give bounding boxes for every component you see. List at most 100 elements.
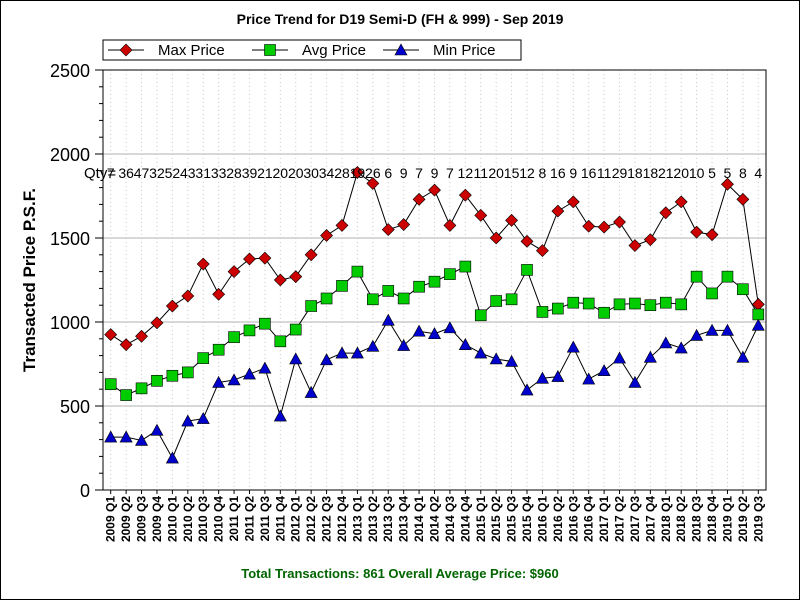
data-point (536, 244, 549, 258)
qty-label: 11 (473, 165, 488, 181)
data-point (366, 176, 380, 190)
x-tick-label: 2013 Q4 (397, 496, 411, 542)
data-point (505, 293, 518, 306)
data-point (182, 366, 194, 379)
data-point (597, 220, 611, 234)
data-point (552, 302, 564, 315)
qty-label: 9 (431, 165, 439, 181)
qty-label: 8 (739, 165, 747, 181)
data-point (566, 340, 580, 353)
qty-label: 33 (211, 165, 227, 181)
data-point (258, 361, 272, 374)
plot-border (102, 69, 767, 491)
data-point (412, 192, 426, 206)
data-point (212, 287, 226, 301)
data-point (520, 383, 534, 396)
data-point (243, 324, 256, 337)
data-point (243, 252, 256, 266)
qty-label: 26 (365, 165, 381, 181)
qty-label: 19 (350, 165, 366, 181)
data-point (659, 296, 672, 309)
data-point (443, 321, 457, 334)
data-point (613, 351, 627, 364)
data-point (104, 328, 118, 342)
chart-title: Price Trend for D19 Semi-D (FH & 999) - … (236, 11, 564, 27)
data-point (273, 273, 287, 287)
x-tick-label: 2011 Q4 (273, 496, 287, 542)
data-point (427, 327, 442, 340)
data-point (273, 409, 287, 422)
data-point (258, 251, 272, 265)
data-point (582, 372, 596, 385)
data-point (305, 300, 317, 312)
data-point (135, 433, 149, 446)
x-tick-label: 2012 Q1 (289, 496, 303, 542)
data-point (489, 352, 503, 365)
data-point (706, 287, 718, 300)
qty-label: 8 (539, 165, 547, 181)
data-point (675, 298, 687, 311)
x-tick-label: 2013 Q2 (366, 496, 380, 542)
qty-label: 20 (673, 165, 689, 181)
data-point (628, 375, 642, 388)
data-point (428, 275, 441, 288)
data-point (690, 225, 704, 239)
data-point (459, 260, 472, 273)
qty-label: 9 (569, 165, 577, 181)
data-point (197, 352, 210, 364)
data-point (659, 206, 673, 220)
y-tick-label: 500 (60, 397, 90, 417)
data-point (736, 350, 750, 363)
x-tick-label: 2016 Q2 (551, 496, 565, 542)
data-point (289, 352, 303, 365)
legend: Max Price Avg Price Min Price (102, 39, 522, 61)
y-tick-label: 2000 (50, 145, 90, 165)
data-point (381, 313, 395, 326)
qty-label: 6 (384, 165, 392, 181)
qty-label: 18 (643, 165, 659, 181)
data-point (674, 195, 688, 209)
series-max-price (104, 166, 765, 352)
qty-label: 5 (708, 165, 716, 181)
data-point (289, 323, 302, 336)
qty-label: 21 (257, 165, 273, 181)
data-point (212, 375, 226, 388)
data-point (566, 195, 580, 209)
data-point (335, 346, 349, 359)
summary-footer: Total Transactions: 861 Overall Average … (241, 566, 559, 581)
data-point (320, 353, 334, 366)
qty-label: 47 (134, 165, 150, 181)
x-tick-label: 2015 Q2 (489, 496, 503, 542)
x-tick-label: 2010 Q1 (165, 496, 179, 542)
data-point (336, 280, 348, 292)
data-point (551, 369, 565, 382)
x-tick-label: 2011 Q1 (227, 496, 241, 542)
data-point (351, 265, 364, 278)
x-tick-label: 2011 Q2 (242, 496, 256, 542)
x-tick-label: 2018 Q2 (674, 496, 688, 542)
x-tick-label: 2012 Q4 (335, 496, 349, 542)
data-point (644, 299, 657, 312)
x-tick-label: 2014 Q4 (458, 496, 472, 542)
data-point (690, 328, 704, 341)
qty-label: 20 (288, 165, 304, 181)
data-point (613, 215, 626, 229)
data-point (320, 292, 333, 305)
data-point (119, 338, 133, 352)
x-tick-label: 2010 Q4 (212, 496, 226, 542)
data-point (567, 296, 580, 309)
data-point (598, 306, 610, 319)
x-tick-label: 2019 Q2 (736, 496, 750, 542)
qty-label: 7 (446, 165, 454, 181)
data-point (659, 336, 673, 349)
data-point (196, 257, 210, 271)
legend-marker (264, 44, 276, 56)
data-point (490, 295, 502, 307)
x-tick-label: 2018 Q4 (705, 496, 719, 542)
x-tick-label: 2019 Q3 (751, 496, 765, 542)
series-line (110, 319, 759, 460)
y-tick-label: 1000 (50, 313, 90, 333)
data-point (304, 385, 318, 398)
data-point (181, 414, 195, 427)
